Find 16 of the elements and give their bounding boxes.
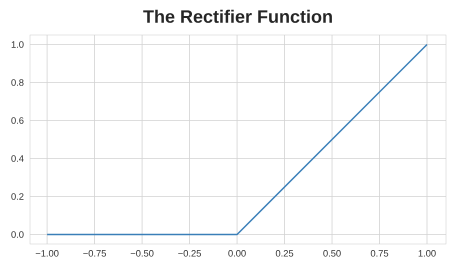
x-tick-label: 0.00	[228, 250, 246, 257]
x-tick-label: 1.00	[418, 250, 436, 257]
x-tick-label: 0.75	[370, 250, 388, 257]
y-tick-label: 0.2	[11, 193, 24, 200]
x-tick-label: −0.75	[83, 250, 106, 257]
y-tick-label: 0.4	[11, 155, 24, 162]
x-tick-label: −1.00	[36, 250, 59, 257]
y-tick-label: 0.6	[11, 117, 24, 124]
x-tick-label: 0.50	[323, 250, 341, 257]
x-tick-label: −0.50	[130, 250, 154, 257]
chart-title: The Rectifier Function	[143, 10, 332, 23]
y-tick-label: 0.0	[11, 231, 24, 238]
y-tick-label: 1.0	[12, 41, 24, 48]
y-tick-label: 0.8	[11, 79, 24, 86]
x-tick-label: 0.25	[276, 250, 294, 257]
x-tick-label: −0.25	[178, 250, 201, 257]
